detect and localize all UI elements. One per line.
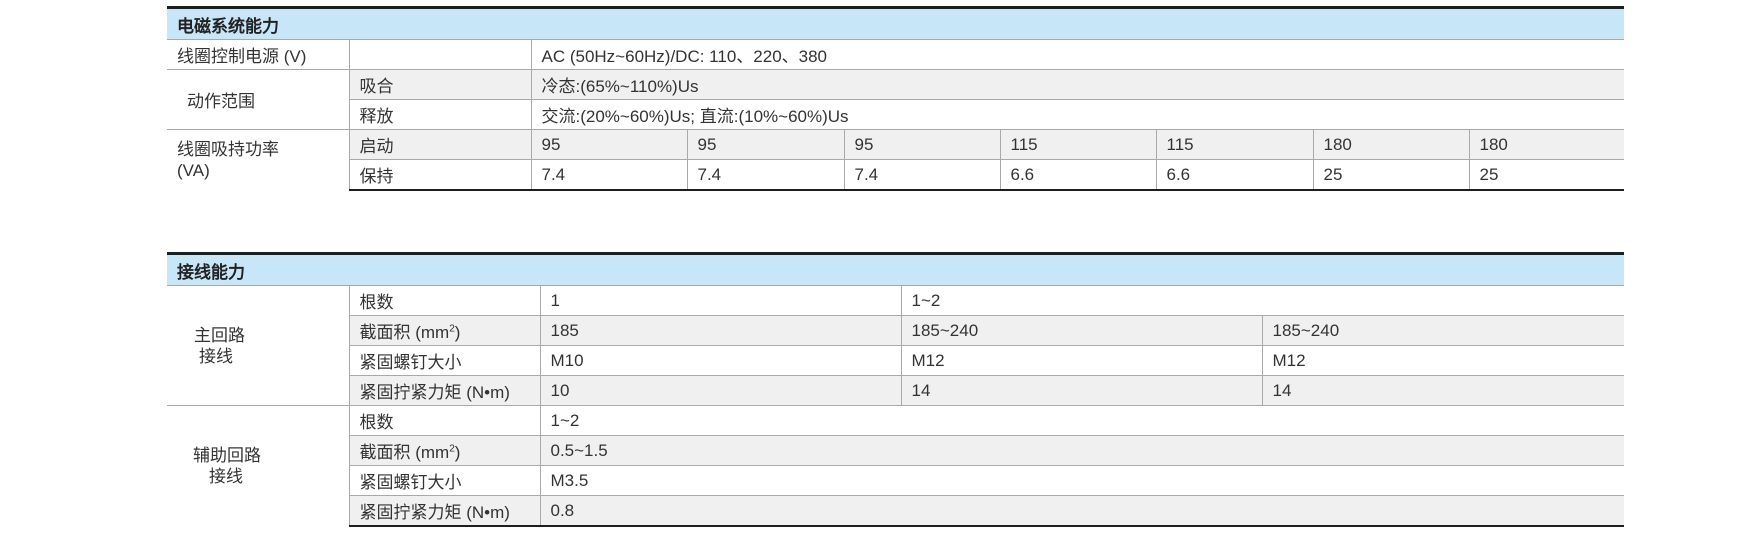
release-value: 交流:(20%~60%)Us; 直流:(10%~60%)Us <box>530 99 1625 130</box>
main-circuit-label: 主回路 接线 <box>167 285 349 406</box>
main-circuit-label-line2: 接线 <box>199 346 233 366</box>
pickup-label: 吸合 <box>348 69 531 100</box>
main-screw-value: M12 <box>1261 345 1625 376</box>
aux-circuit-label: 辅助回路 接线 <box>167 405 349 526</box>
coil-power-label: 线圈吸持功率 (VA) <box>167 129 349 190</box>
main-section-label: 截面积 (mm2) <box>348 315 540 346</box>
release-label: 释放 <box>348 99 531 130</box>
main-screw-value: M10 <box>539 345 901 376</box>
main-section-label-text: 截面积 (mm <box>359 323 450 342</box>
aux-section-label-suffix: ) <box>454 443 461 462</box>
coil-voltage-label: 线圈控制电源 (V) <box>167 39 349 70</box>
hold-power-label: 保持 <box>348 159 531 191</box>
main-torque-value: 14 <box>1261 375 1625 406</box>
main-count-value: 1 <box>539 285 901 316</box>
coil-voltage-empty-cell <box>348 39 531 70</box>
hold-power-value: 7.4 <box>530 159 687 191</box>
aux-circuit-label-line1: 辅助回路 <box>193 446 261 465</box>
section-title-electromagnetic: 电磁系统能力 <box>167 6 1625 40</box>
hold-power-value: 6.6 <box>1155 159 1313 191</box>
main-torque-label: 紧固拧紧力矩 (N•m) <box>348 375 540 406</box>
aux-torque-label: 紧固拧紧力矩 (N•m) <box>348 495 540 527</box>
main-section-label-suffix: ) <box>454 323 461 342</box>
hold-power-value: 25 <box>1312 159 1469 191</box>
main-torque-value: 14 <box>900 375 1262 406</box>
main-section-value: 185 <box>539 315 901 346</box>
aux-count-value: 1~2 <box>539 405 1625 436</box>
main-count-label: 根数 <box>348 285 540 316</box>
section-title-wiring: 接线能力 <box>167 252 1625 286</box>
aux-screw-label: 紧固螺钉大小 <box>348 465 540 496</box>
main-section-value: 185~240 <box>1261 315 1625 346</box>
main-count-value: 1~2 <box>900 285 1625 316</box>
aux-section-label-text: 截面积 (mm <box>359 443 450 462</box>
main-section-label-sup: 2 <box>449 323 455 335</box>
start-power-value: 115 <box>999 129 1156 160</box>
coil-power-label-line1: 线圈吸持功率 <box>177 140 279 159</box>
action-range-label: 动作范围 <box>167 69 349 130</box>
start-power-value: 115 <box>1155 129 1313 160</box>
main-screw-label: 紧固螺钉大小 <box>348 345 540 376</box>
hold-power-value: 6.6 <box>999 159 1156 191</box>
aux-circuit-label-line2: 接线 <box>209 467 243 486</box>
start-power-value: 180 <box>1312 129 1469 160</box>
main-torque-value: 10 <box>539 375 901 406</box>
aux-section-value: 0.5~1.5 <box>539 435 1625 466</box>
coil-power-label-line2: (VA) <box>177 161 210 180</box>
coil-voltage-value: AC (50Hz~60Hz)/DC: 110、220、380 <box>530 39 1625 70</box>
start-power-value: 180 <box>1468 129 1625 160</box>
start-power-value: 95 <box>530 129 687 160</box>
aux-count-label: 根数 <box>348 405 540 436</box>
hold-power-value: 25 <box>1468 159 1625 191</box>
electromagnetic-system-table: 电磁系统能力 线圈控制电源 (V) AC (50Hz~60Hz)/DC: 110… <box>167 6 1625 191</box>
start-power-value: 95 <box>686 129 844 160</box>
aux-section-label: 截面积 (mm2) <box>348 435 540 466</box>
hold-power-value: 7.4 <box>843 159 1000 191</box>
main-section-value: 185~240 <box>900 315 1262 346</box>
wiring-capability-table: 接线能力 主回路 接线 根数 1 1~2 截面积 (mm2) 185 185~2… <box>167 252 1625 527</box>
aux-screw-value: M3.5 <box>539 465 1625 496</box>
pickup-value: 冷态:(65%~110%)Us <box>530 69 1625 100</box>
start-power-label: 启动 <box>348 129 531 160</box>
aux-torque-value: 0.8 <box>539 495 1625 527</box>
hold-power-value: 7.4 <box>686 159 844 191</box>
aux-section-label-sup: 2 <box>449 443 455 455</box>
start-power-value: 95 <box>843 129 1000 160</box>
main-circuit-label-line1: 主回路 <box>194 325 245 345</box>
main-screw-value: M12 <box>900 345 1262 376</box>
